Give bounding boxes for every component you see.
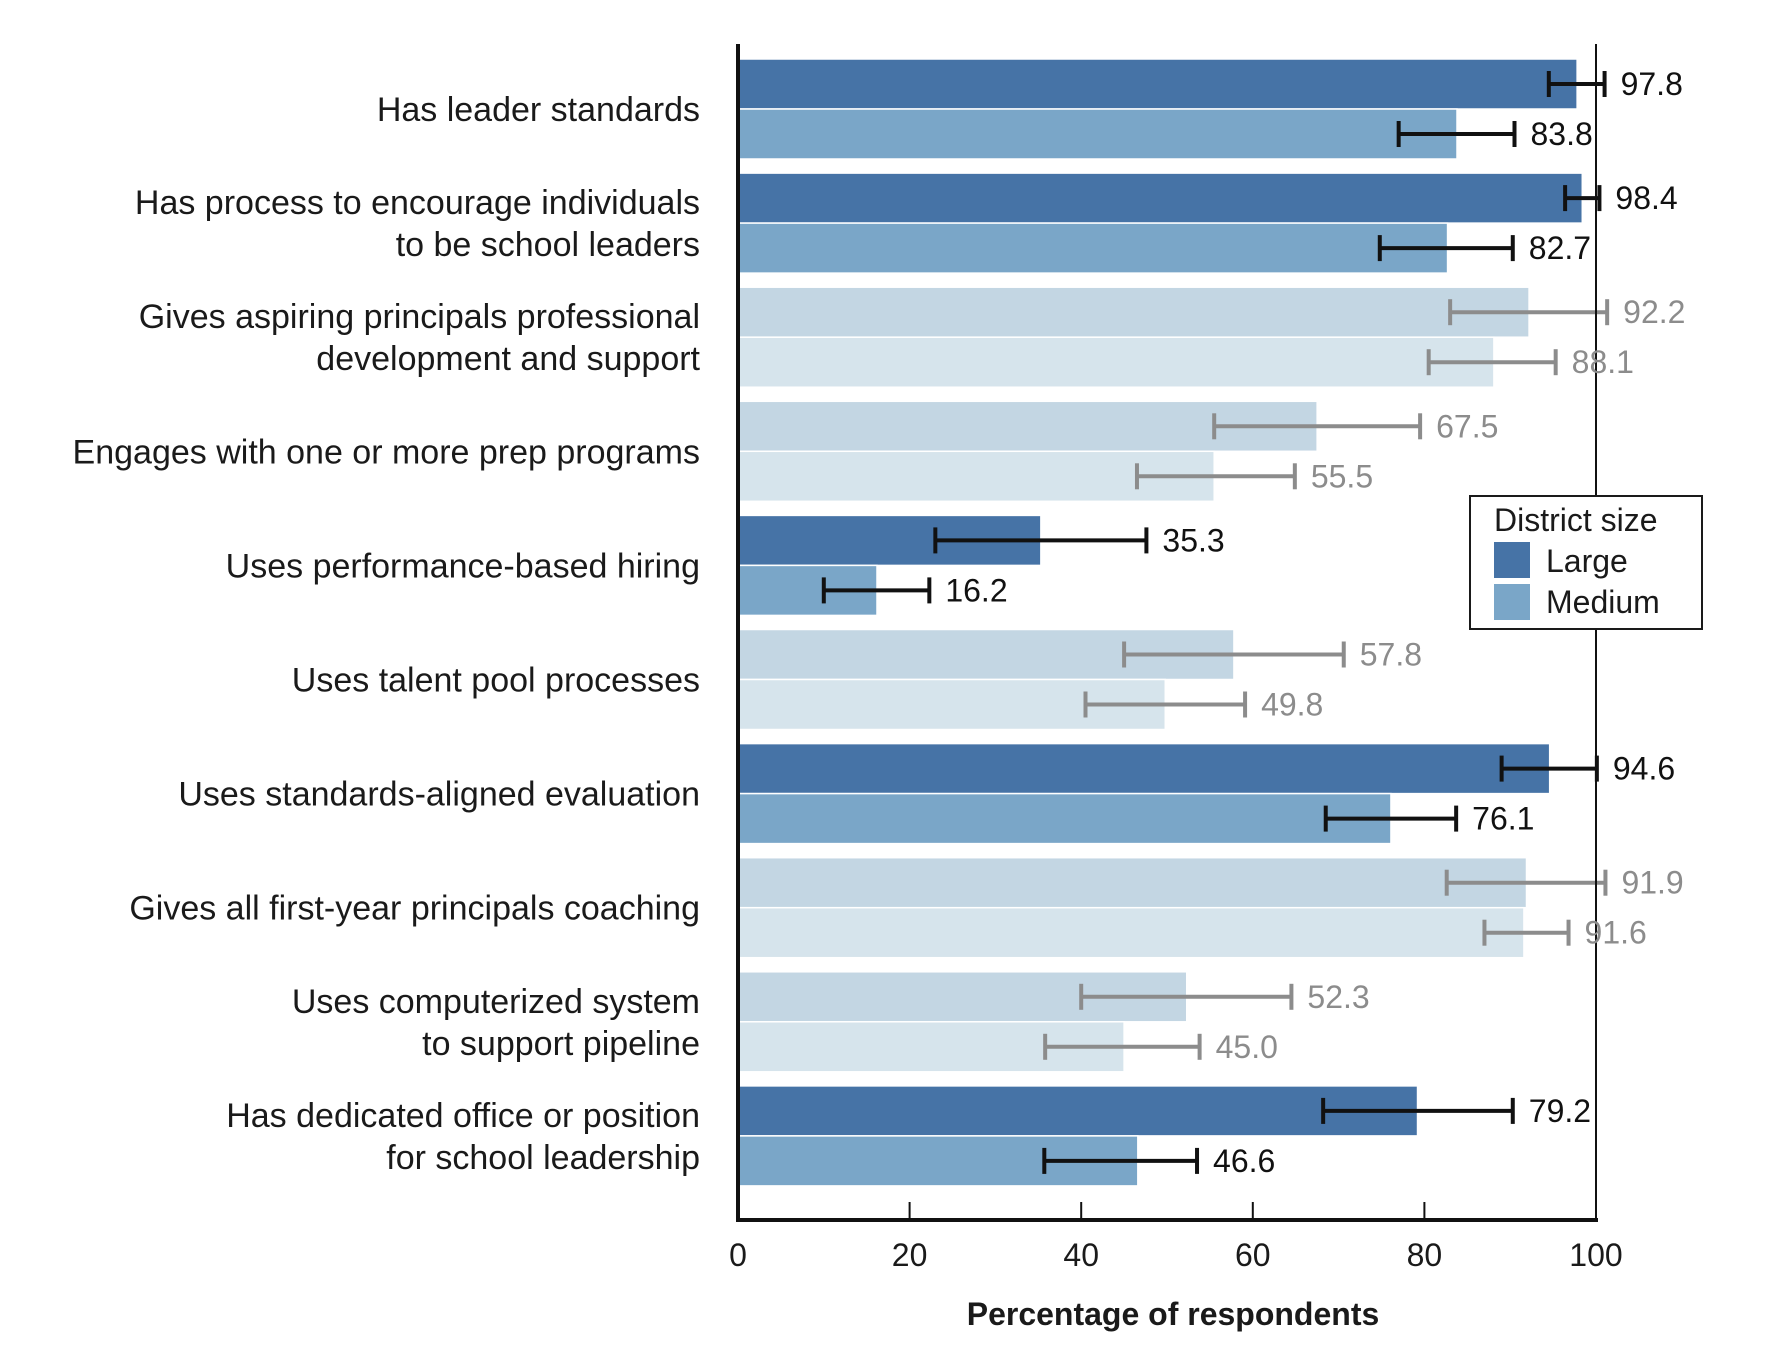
category-label-2-line-2: to be school leaders: [396, 226, 700, 264]
error-bar-cat-1-medium: [1396, 121, 1517, 147]
category-label-3-line-1: Gives aspiring principals professional: [139, 298, 700, 336]
category-label-9-line-1: Uses computerized system: [292, 983, 700, 1021]
category-label-7: Uses standards-aligned evaluation: [178, 776, 700, 814]
legend-label-medium: Medium: [1546, 584, 1660, 620]
error-bar-cat-7-medium: [1323, 805, 1459, 832]
x-tick-label-20: 20: [892, 1237, 928, 1273]
error-bar-cat-3-medium: [1426, 349, 1558, 376]
value-label-cat-4-large: 67.5: [1436, 408, 1498, 444]
value-label-cat-1-large: 97.8: [1621, 66, 1683, 102]
bar-cat-2-large: [737, 172, 1584, 224]
error-bar-cat-9-large: [1079, 983, 1294, 1010]
value-label-cat-3-large: 92.2: [1623, 294, 1685, 330]
bars-layer: [737, 58, 1584, 1187]
error-bar-cat-9-medium: [1043, 1033, 1202, 1060]
legend-title: District size: [1494, 502, 1658, 538]
value-label-cat-9-medium: 45.0: [1216, 1029, 1278, 1065]
error-bar-cat-10-medium: [1042, 1147, 1200, 1174]
value-label-cat-5-medium: 16.2: [945, 572, 1007, 608]
error-bar-cat-8-medium: [1482, 919, 1571, 946]
bar-cat-2-medium: [737, 222, 1449, 274]
value-label-cat-3-medium: 88.1: [1572, 344, 1634, 380]
category-label-3-line-2: development and support: [316, 340, 700, 378]
error-bar-cat-6-medium: [1083, 691, 1248, 718]
legend-label-large: Large: [1546, 543, 1628, 579]
category-label-6: Uses talent pool processes: [292, 662, 700, 700]
x-axis-title: Percentage of respondents: [967, 1296, 1380, 1332]
bar-cat-1-medium: [737, 108, 1458, 160]
error-bar-cat-10-large: [1321, 1097, 1515, 1124]
value-label-cat-10-large: 79.2: [1529, 1093, 1591, 1129]
category-label-9-line-2: to support pipeline: [422, 1025, 700, 1063]
error-bar-cat-2-large: [1563, 185, 1602, 212]
x-tick-label-80: 80: [1407, 1237, 1443, 1273]
category-label-5: Uses performance-based hiring: [226, 547, 700, 585]
value-label-cat-10-medium: 46.6: [1213, 1143, 1275, 1179]
value-label-cat-6-large: 57.8: [1360, 637, 1422, 673]
error-bar-cat-3-large: [1448, 299, 1610, 326]
x-tick-label-100: 100: [1569, 1237, 1622, 1273]
error-bar-cat-2-medium: [1377, 235, 1515, 262]
bar-cat-10-large: [737, 1085, 1419, 1137]
bar-cat-7-medium: [737, 792, 1392, 845]
category-label-10-line-2: for school leadership: [386, 1139, 700, 1177]
error-bar-cat-4-large: [1212, 413, 1423, 440]
error-bar-cat-6-large: [1122, 641, 1346, 668]
value-label-cat-8-large: 91.9: [1621, 865, 1683, 901]
category-label-4: Engages with one or more prep programs: [73, 433, 700, 471]
value-label-cat-2-large: 98.4: [1615, 180, 1677, 216]
value-label-cat-7-medium: 76.1: [1472, 801, 1534, 837]
error-bar-cat-5-large: [933, 527, 1149, 554]
value-label-cat-6-medium: 49.8: [1261, 687, 1323, 723]
x-tick-label-60: 60: [1235, 1237, 1271, 1273]
labels-layer: Has leader standards 97.8 83.8 Has process …: [73, 66, 1686, 1179]
value-label-cat-5-large: 35.3: [1162, 522, 1224, 558]
value-label-cat-8-medium: 91.6: [1585, 915, 1647, 951]
bar-cat-8-large: [737, 856, 1528, 909]
legend-swatch-large: [1494, 542, 1530, 578]
error-bar-cat-8-large: [1444, 869, 1608, 896]
legend: District size Large Medium: [1469, 495, 1703, 630]
bar-cat-8-medium: [737, 906, 1525, 959]
category-label-2-line-1: Has process to encourage individuals: [135, 184, 700, 222]
bar-cat-3-large: [737, 286, 1530, 338]
bar-cat-1-large: [737, 58, 1578, 110]
bar-cat-3-medium: [737, 336, 1495, 388]
value-label-cat-4-medium: 55.5: [1311, 458, 1373, 494]
legend-swatch-medium: [1494, 584, 1530, 620]
x-tick-label-0: 0: [729, 1237, 747, 1273]
value-label-cat-1-medium: 83.8: [1530, 116, 1592, 152]
error-bars-layer: [821, 71, 1610, 1174]
category-label-8: Gives all first-year principals coaching: [129, 890, 700, 928]
axis-layer: 0 20 40 60 80 100: [729, 44, 1623, 1273]
value-label-cat-2-medium: 82.7: [1529, 230, 1591, 266]
x-tick-label-40: 40: [1063, 1237, 1099, 1273]
category-label-10-line-1: Has dedicated office or position: [226, 1097, 700, 1135]
value-label-cat-9-large: 52.3: [1307, 979, 1369, 1015]
bar-cat-7-large: [737, 742, 1551, 795]
value-label-cat-7-large: 94.6: [1613, 751, 1675, 787]
bar-cat-4-medium: [737, 450, 1215, 503]
error-bar-cat-4-medium: [1134, 463, 1297, 490]
category-label-1: Has leader standards: [377, 91, 700, 129]
error-bar-cat-5-medium: [821, 577, 932, 604]
